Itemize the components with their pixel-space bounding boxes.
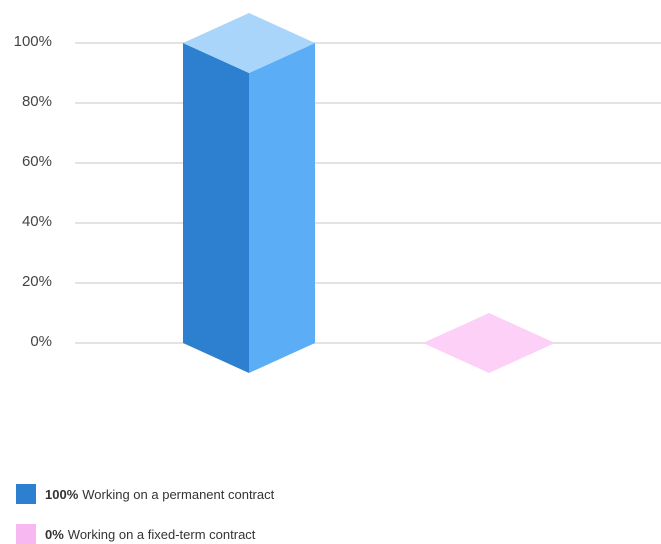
y-tick-label: 0% xyxy=(30,333,52,350)
bar-fixed-term xyxy=(423,313,555,373)
legend-item-permanent: 100% Working on a permanent contract xyxy=(16,484,274,504)
bar-permanent xyxy=(183,13,315,373)
bar-top-face xyxy=(183,13,315,73)
legend-swatch-permanent xyxy=(16,484,36,504)
legend-value-fixed-term: 0% xyxy=(45,526,64,542)
bar-chart xyxy=(75,13,661,373)
chart-svg xyxy=(75,13,661,373)
y-tick-label: 80% xyxy=(21,93,52,110)
legend-label-fixed-term: Working on a fixed-term contract xyxy=(67,526,256,542)
bar-front-face xyxy=(183,43,249,373)
legend-value-permanent: 100% xyxy=(45,486,79,502)
bar-top-face xyxy=(423,313,555,373)
legend-label-permanent: Working on a permanent contract xyxy=(82,486,275,502)
legend-item-fixed-term: 0% Working on a fixed-term contract xyxy=(16,524,255,544)
bar-side-face xyxy=(249,43,315,373)
y-tick-label: 100% xyxy=(13,33,52,50)
y-tick-label: 40% xyxy=(21,213,52,230)
legend-swatch-fixed-term xyxy=(16,524,36,544)
y-tick-label: 20% xyxy=(21,273,52,290)
y-tick-label: 60% xyxy=(21,153,52,170)
